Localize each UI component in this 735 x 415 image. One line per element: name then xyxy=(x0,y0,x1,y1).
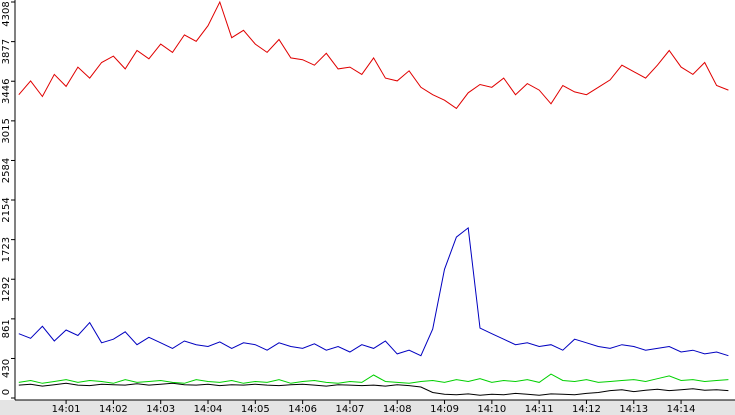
x-tick-label: 14:09 xyxy=(430,404,459,415)
series-line xyxy=(18,226,729,357)
x-tick-label: 14:12 xyxy=(572,404,601,415)
y-tick-label: 861 xyxy=(1,319,12,338)
x-tick-label: 14:08 xyxy=(383,404,412,415)
y-tick-label: 2154 xyxy=(1,197,12,222)
series-line xyxy=(18,373,729,384)
x-tick-label: 14:04 xyxy=(194,404,223,415)
x-tick-label: 14:07 xyxy=(336,404,365,415)
series-line xyxy=(18,0,729,110)
y-tick-label: 4308 xyxy=(1,1,12,26)
y-tick-label: 430 xyxy=(1,359,12,378)
y-tick-label: 3877 xyxy=(1,39,12,64)
y-tick-label: 2584 xyxy=(1,158,12,183)
x-tick-label: 14:10 xyxy=(477,404,506,415)
x-tick-label: 14:02 xyxy=(99,404,128,415)
y-tick-label: 3446 xyxy=(1,79,12,104)
x-tick-label: 14:05 xyxy=(241,404,270,415)
x-tick-label: 14:03 xyxy=(146,404,175,415)
x-axis-band xyxy=(0,400,735,415)
y-tick-label: 3015 xyxy=(1,118,12,143)
x-tick-label: 14:06 xyxy=(288,404,317,415)
y-tick-label: 0 xyxy=(1,389,12,395)
x-tick-label: 14:11 xyxy=(525,404,554,415)
y-tick-label: 1723 xyxy=(1,237,12,262)
y-tick-label: 1292 xyxy=(1,277,12,302)
x-tick-label: 14:13 xyxy=(619,404,648,415)
x-tick-label: 14:14 xyxy=(667,404,696,415)
x-tick-label: 14:01 xyxy=(52,404,81,415)
series-line xyxy=(18,382,729,396)
